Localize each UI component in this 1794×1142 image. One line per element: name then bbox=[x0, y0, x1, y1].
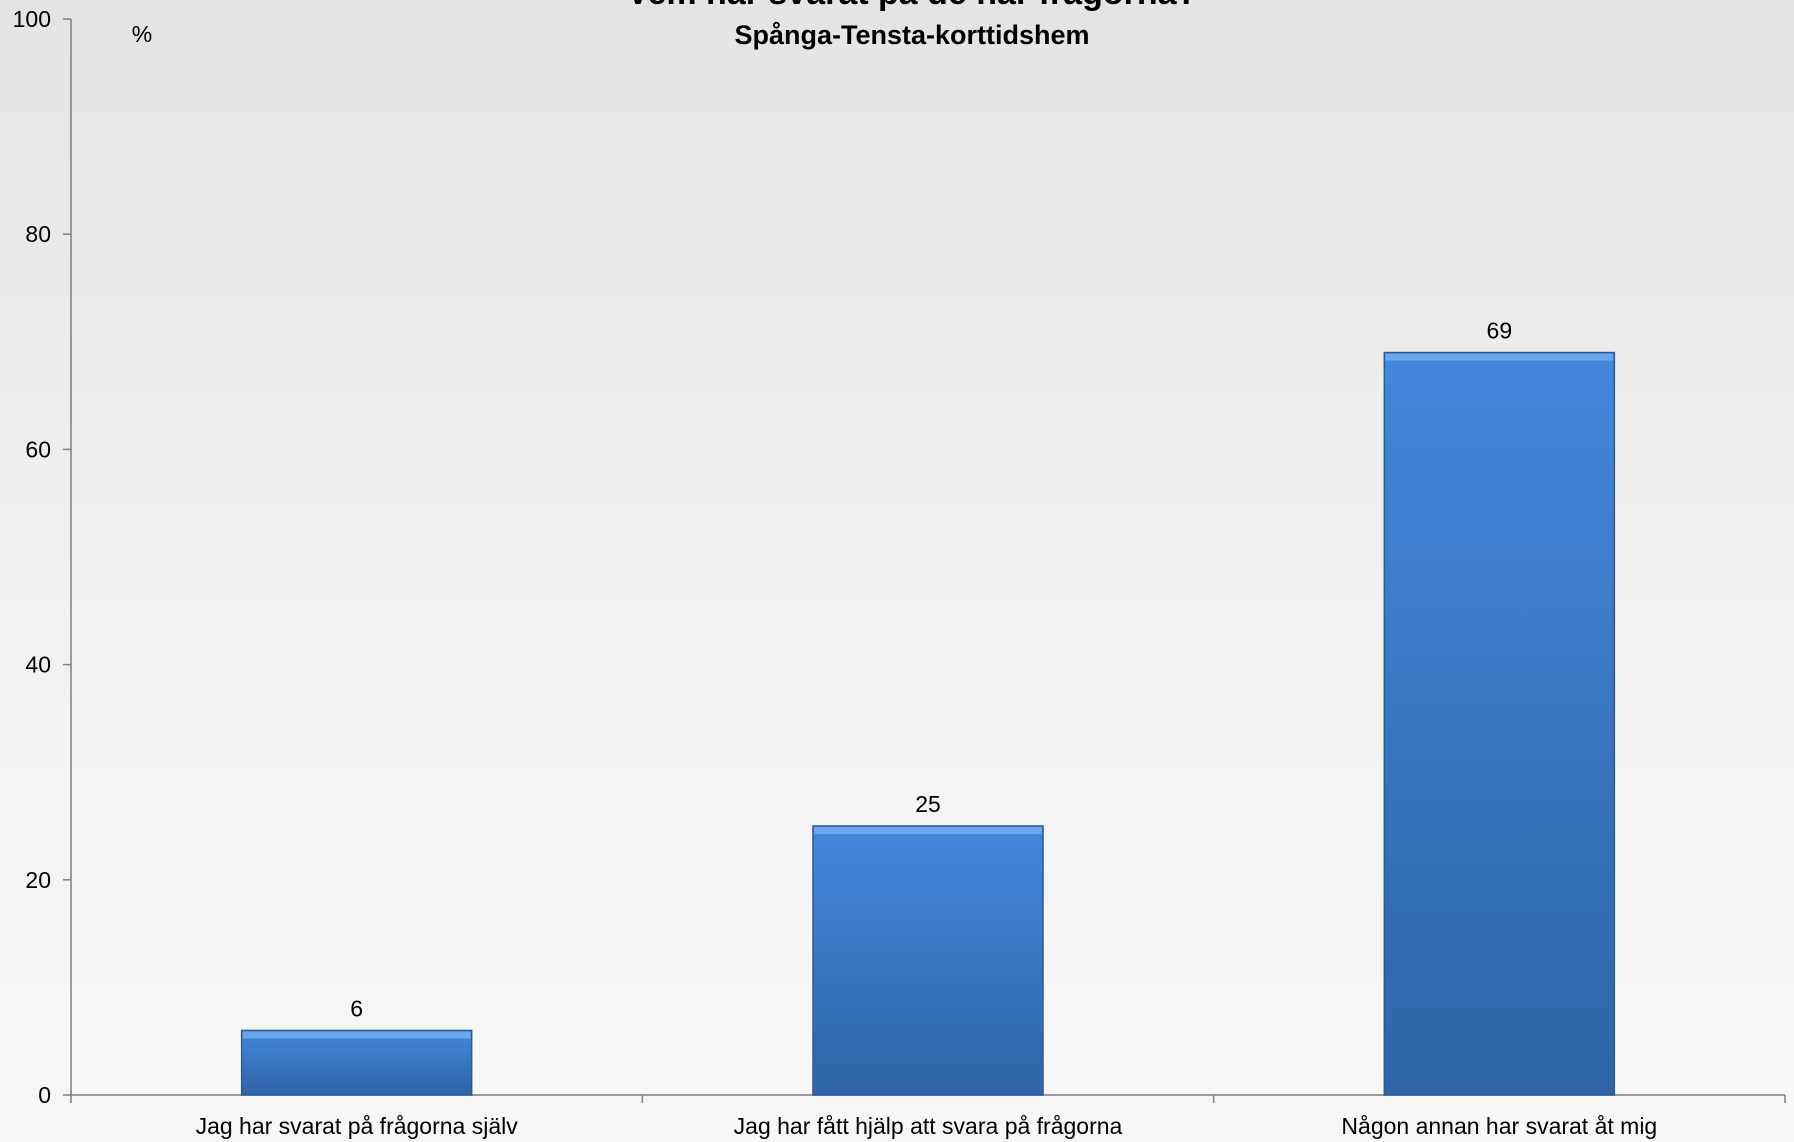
bar-highlight bbox=[1385, 353, 1614, 361]
bars bbox=[240, 351, 1616, 1096]
x-tick-label: Någon annan har svarat åt mig bbox=[1341, 1113, 1657, 1139]
y-tick-label: 20 bbox=[25, 867, 51, 893]
bar-highlight bbox=[814, 827, 1042, 834]
data-label: 6 bbox=[350, 995, 363, 1021]
bar bbox=[240, 1029, 473, 1096]
labels: 6 Jag har svarat på frågorna själv 25 Jag h… bbox=[196, 318, 1658, 1139]
y-tick-label: 40 bbox=[25, 652, 51, 678]
bar bbox=[812, 825, 1044, 1096]
chart-subtitle: Spånga-Tensta-korttidshem bbox=[734, 20, 1089, 50]
y-tick-label: 60 bbox=[25, 436, 51, 462]
y-tick-label: 80 bbox=[25, 221, 51, 247]
bar-highlight bbox=[242, 1031, 471, 1039]
data-label: 69 bbox=[1487, 318, 1513, 344]
chart-title: Vem har svarat på de här frågorna? bbox=[627, 0, 1198, 12]
bar bbox=[1383, 351, 1616, 1096]
x-tick-label: Jag har svarat på frågorna själv bbox=[196, 1113, 519, 1139]
y-tick-label: 100 bbox=[13, 6, 51, 32]
y-axis-unit-label: % bbox=[132, 21, 152, 47]
x-tick-label: Jag har fått hjälp att svara på frågorna bbox=[734, 1113, 1123, 1139]
data-label: 25 bbox=[915, 791, 941, 817]
y-tick-label: 0 bbox=[38, 1082, 51, 1108]
